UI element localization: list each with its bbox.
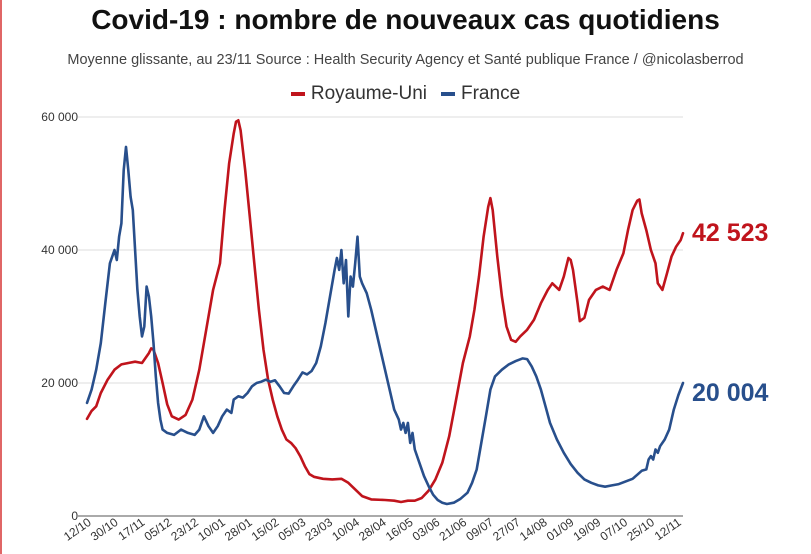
x-tick-label: 15/02 xyxy=(249,515,282,544)
y-axis-ticks: 0 20 000 40 000 60 000 xyxy=(41,110,78,523)
x-tick-label: 03/06 xyxy=(410,515,443,544)
series-line-uk xyxy=(85,119,685,504)
y-tick-label: 60 000 xyxy=(41,110,78,124)
x-tick-label: 05/12 xyxy=(142,515,175,544)
x-tick-label: 19/09 xyxy=(571,515,604,544)
legend-item-france: France xyxy=(441,83,520,105)
x-tick-label: 17/11 xyxy=(115,515,147,543)
x-tick-label: 01/09 xyxy=(544,515,577,544)
x-tick-label: 28/01 xyxy=(222,515,255,544)
x-tick-label: 12/11 xyxy=(652,515,684,543)
x-tick-label: 30/10 xyxy=(88,515,121,544)
x-tick-label: 25/10 xyxy=(624,515,657,544)
legend-item-uk: Royaume-Uni xyxy=(290,83,427,105)
gridlines xyxy=(78,116,683,517)
x-tick-label: 10/04 xyxy=(329,515,362,544)
x-tick-label: 05/03 xyxy=(276,515,309,544)
end-value-label-uk: 42 523 xyxy=(692,219,768,247)
x-tick-label: 21/06 xyxy=(437,515,470,544)
x-tick-label: 09/07 xyxy=(463,515,496,544)
x-tick-label: 28/04 xyxy=(356,515,389,544)
legend-swatch-uk xyxy=(290,92,305,96)
x-tick-label: 27/07 xyxy=(490,515,523,544)
x-tick-label: 16/05 xyxy=(383,515,416,544)
x-tick-label: 10/01 xyxy=(195,515,228,544)
legend-swatch-france xyxy=(441,92,455,96)
legend-label-uk: Royaume-Uni xyxy=(310,83,427,104)
chart-title: Covid-19 : nombre de nouveaux cas quotid… xyxy=(91,4,720,35)
legend-label-france: France xyxy=(461,83,521,104)
series-line-france xyxy=(85,145,685,506)
series-lines xyxy=(85,119,685,506)
chart-subtitle: Moyenne glissante, au 23/11 Source : Hea… xyxy=(67,52,744,68)
x-tick-label: 23/12 xyxy=(168,515,201,544)
end-labels: 42 523 20 004 xyxy=(692,219,769,407)
x-tick-label: 14/08 xyxy=(517,515,550,544)
y-tick-label: 40 000 xyxy=(41,243,78,257)
y-tick-label: 20 000 xyxy=(41,376,78,390)
chart-legend: Royaume-Uni France xyxy=(0,83,811,105)
x-tick-label: 23/03 xyxy=(302,515,335,544)
end-value-label-france: 20 004 xyxy=(692,379,769,407)
x-tick-label: 07/10 xyxy=(597,515,630,544)
x-axis-ticks: 12/1030/1017/1105/1223/1210/0128/0115/02… xyxy=(61,515,684,544)
y-tick-label: 0 xyxy=(71,509,78,523)
